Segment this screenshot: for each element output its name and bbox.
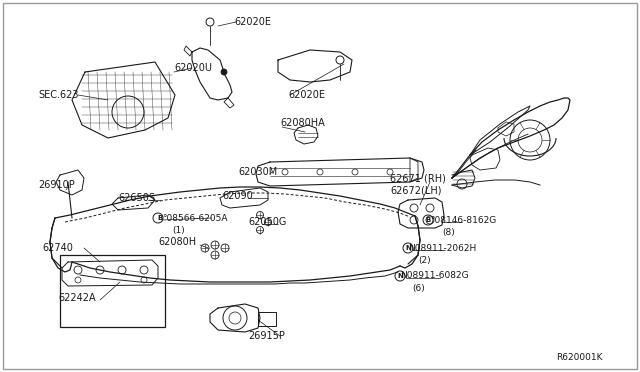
- Text: 62020E: 62020E: [234, 17, 271, 27]
- Bar: [258, 312, 276, 326]
- Text: 62650S: 62650S: [118, 193, 155, 203]
- Text: N: N: [405, 245, 411, 251]
- Text: (1): (1): [172, 225, 185, 234]
- Bar: [60, 255, 165, 327]
- Text: N: N: [397, 273, 403, 279]
- Text: 62090: 62090: [222, 191, 253, 201]
- Text: (6): (6): [412, 283, 425, 292]
- Text: 62671 (RH): 62671 (RH): [390, 173, 446, 183]
- Text: B: B: [157, 215, 163, 221]
- Text: R620001K: R620001K: [556, 353, 602, 362]
- Text: 62050G: 62050G: [248, 217, 286, 227]
- Text: (8): (8): [442, 228, 455, 237]
- Text: 26910P: 26910P: [38, 180, 75, 190]
- Text: 62080H: 62080H: [158, 237, 196, 247]
- Text: 62020U: 62020U: [174, 63, 212, 73]
- Text: SEC.623: SEC.623: [38, 90, 79, 100]
- Text: 62740: 62740: [42, 243, 73, 253]
- Text: 26915P: 26915P: [248, 331, 285, 341]
- Text: 62020E: 62020E: [288, 90, 325, 100]
- Text: 62242A: 62242A: [58, 293, 95, 303]
- Text: (2): (2): [418, 256, 431, 264]
- Circle shape: [221, 69, 227, 75]
- Text: 62030M: 62030M: [238, 167, 277, 177]
- Text: 62080HA: 62080HA: [280, 118, 324, 128]
- Text: N08911-6082G: N08911-6082G: [400, 272, 468, 280]
- Text: N08911-2062H: N08911-2062H: [408, 244, 476, 253]
- Text: B: B: [426, 217, 431, 223]
- Text: °08146-8162G: °08146-8162G: [430, 215, 496, 224]
- Text: °08566-6205A: °08566-6205A: [162, 214, 227, 222]
- Text: 62672(LH): 62672(LH): [390, 185, 442, 195]
